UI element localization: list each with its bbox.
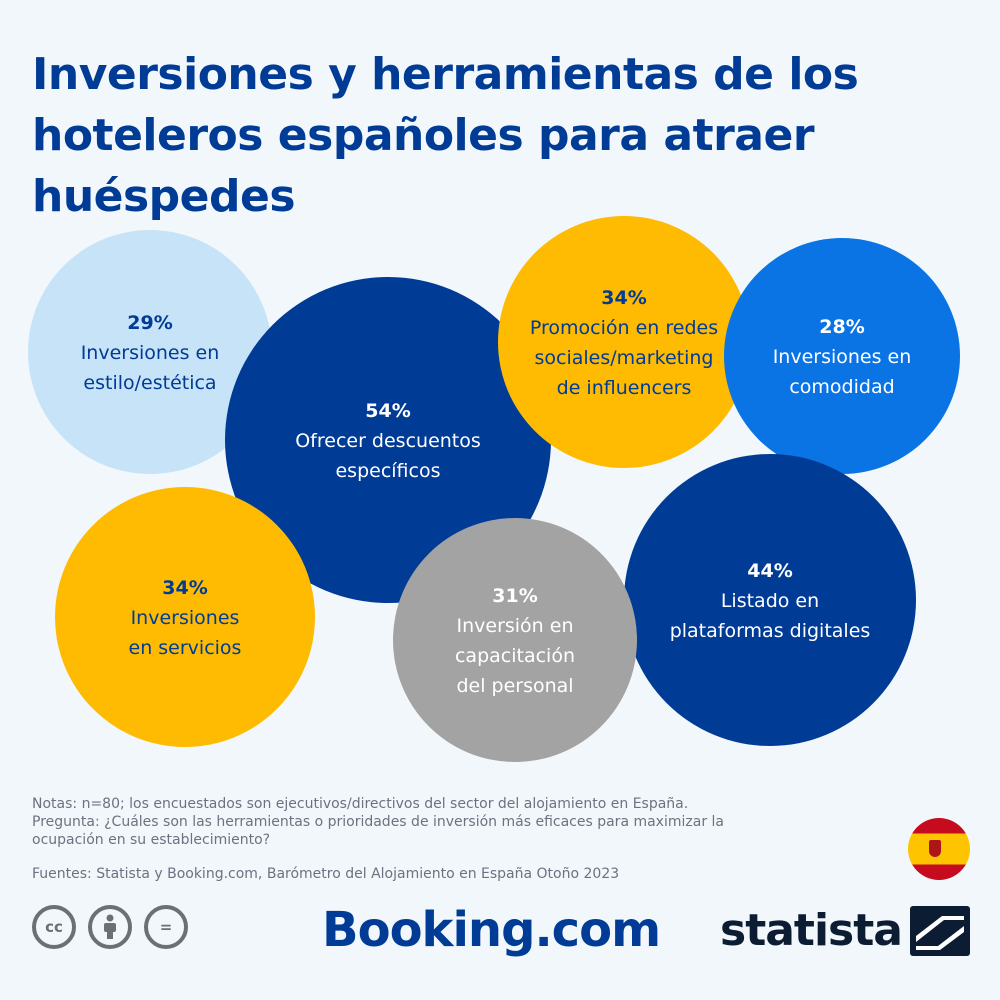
bubble-7 (393, 518, 637, 762)
notes-sample-line: Notas: n=80; los encuestados son ejecuti… (32, 796, 689, 812)
person-glyph (104, 914, 116, 939)
bubble-5 (624, 454, 916, 746)
spain-crest-icon (929, 840, 941, 857)
bubble-5-value: 44% (747, 560, 792, 582)
bubble-4-label-line: comodidad (789, 376, 894, 398)
bubble-7-label-line: capacitación (455, 645, 575, 667)
statista-logo[interactable]: statista (720, 905, 903, 956)
bubble-7-label-line: Inversión en (456, 615, 573, 637)
bubble-1-label-line: Inversiones en (81, 342, 220, 364)
bubble-4-value: 28% (819, 316, 864, 338)
bubble-2-value: 54% (365, 400, 410, 422)
bubble-3-label-line: Promoción en redes (530, 317, 718, 339)
bubble-3-label-line: sociales/marketing (535, 347, 714, 369)
bubble-6 (55, 487, 315, 747)
no-derivatives-icon[interactable]: = (144, 905, 188, 949)
bubble-6-label-line: Inversiones (131, 607, 240, 629)
bubble-7-value: 31% (492, 585, 537, 607)
booking-logo[interactable]: Booking.com (322, 902, 661, 958)
chart-notes: Notas: n=80; los encuestados son ejecuti… (32, 795, 792, 849)
bubble-1-label-line: estilo/estética (83, 372, 216, 394)
bubble-2 (225, 277, 551, 603)
notes-question-line: Pregunta: ¿Cuáles son las herramientas o… (32, 814, 724, 848)
statista-mark-icon (910, 906, 970, 956)
attribution-icon[interactable] (88, 905, 132, 949)
license-icons: cc = (32, 905, 188, 949)
bubble-5-label-line: plataformas digitales (670, 620, 871, 642)
chart-title: Inversiones y herramientas de los hotele… (32, 49, 859, 222)
spain-flag-icon (908, 818, 970, 880)
bubble-1 (28, 230, 272, 474)
bubble-7-label-line: del personal (456, 675, 573, 697)
bubble-3-value: 34% (601, 287, 646, 309)
chart-sources: Fuentes: Statista y Booking.com, Barómet… (32, 866, 620, 882)
bubble-4 (724, 238, 960, 474)
bubble-3 (498, 216, 750, 468)
cc-icon[interactable]: cc (32, 905, 76, 949)
bubble-2-label-line: específicos (335, 460, 440, 482)
bubble-1-value: 29% (127, 312, 172, 334)
bubble-5-label-line: Listado en (721, 590, 819, 612)
bubble-3-label-line: de influencers (557, 377, 692, 399)
bubble-4-label-line: Inversiones en (773, 346, 912, 368)
bubble-6-value: 34% (162, 577, 207, 599)
bubble-2-label-line: Ofrecer descuentos (295, 430, 481, 452)
bubble-6-label-line: en servicios (129, 637, 242, 659)
